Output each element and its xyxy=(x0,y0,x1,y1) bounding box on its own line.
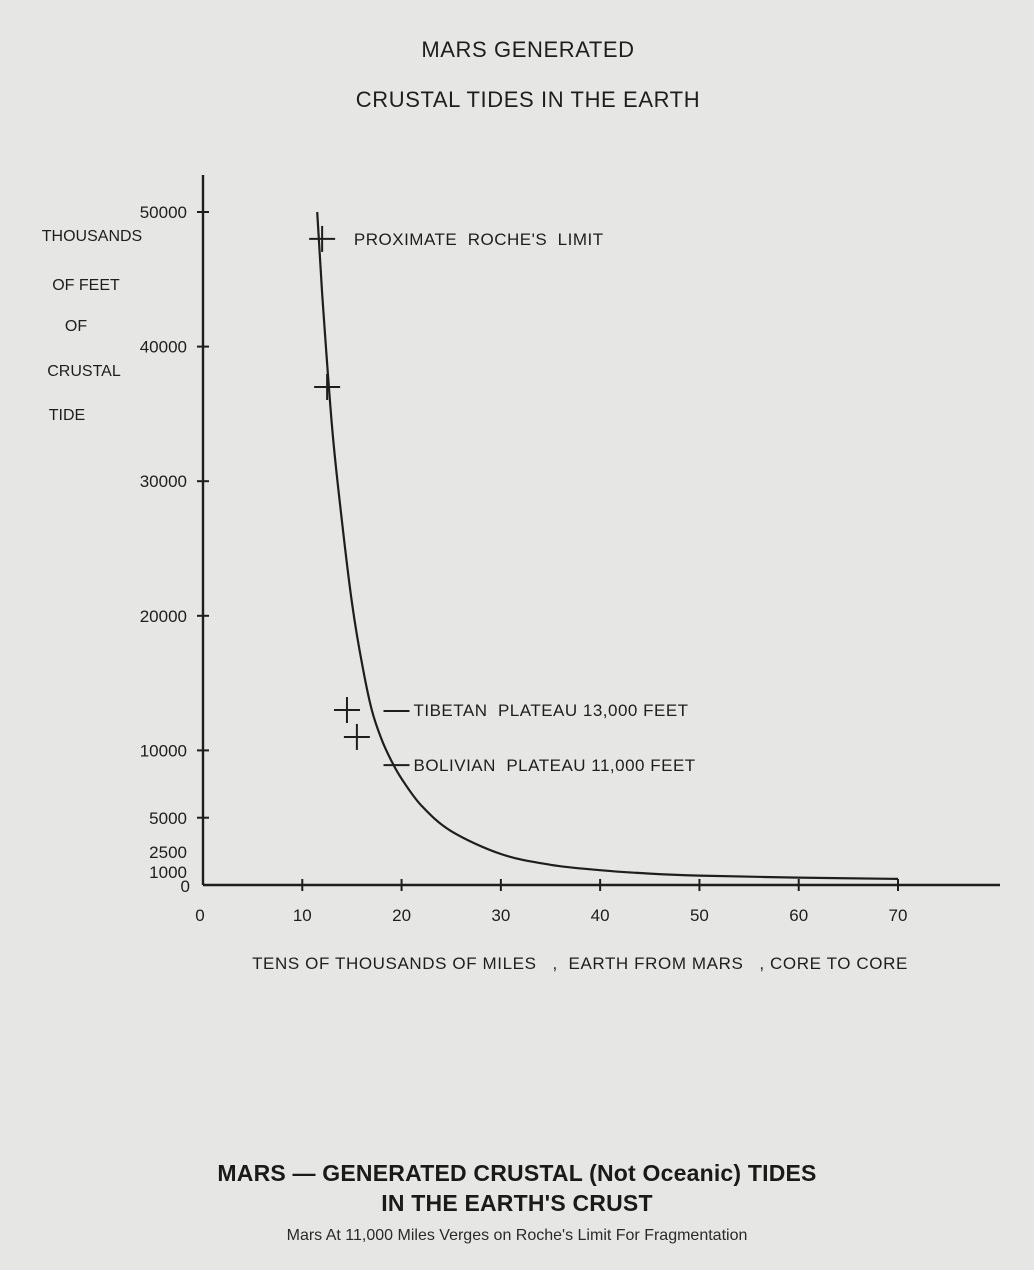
y-tick-label: 2500 xyxy=(149,843,187,862)
caption-title-line-1: MARS — GENERATED CRUSTAL (Not Oceanic) T… xyxy=(217,1160,817,1186)
caption-subtitle: Mars At 11,000 Miles Verges on Roche's L… xyxy=(286,1227,748,1244)
y-tick-label: 20000 xyxy=(140,607,187,626)
y-tick-label: 1000 xyxy=(149,863,187,882)
crustal-tide-chart: MARS GENERATED CRUSTAL TIDES IN THE EARTH… xyxy=(42,37,1000,973)
y-tick-label: 50000 xyxy=(140,203,187,222)
tide-curve xyxy=(316,211,899,880)
x-tick-label: 20 xyxy=(392,906,411,925)
x-tick-label: 70 xyxy=(889,906,908,925)
y-tick-label: 40000 xyxy=(140,338,187,357)
y-axis-label-line: OF FEET xyxy=(52,277,120,294)
annotation-label: TIBETAN PLATEAU 13,000 FEET xyxy=(413,701,688,720)
y-axis-label-line: OF xyxy=(65,318,87,335)
annotation-label: PROXIMATE ROCHE'S LIMIT xyxy=(354,230,604,249)
y-tick-label: 5000 xyxy=(149,809,187,828)
x-tick-label: 0 xyxy=(195,906,204,925)
x-tick-label: 50 xyxy=(690,906,709,925)
y-tick-label: 30000 xyxy=(140,472,187,491)
y-tick-label: 10000 xyxy=(140,741,187,760)
annotation-label: BOLIVIAN PLATEAU 11,000 FEET xyxy=(413,756,695,775)
y-axis-label-line: CRUSTAL xyxy=(47,363,121,380)
x-axis-label: TENS OF THOUSANDS OF MILES , EARTH FROM … xyxy=(252,954,908,973)
y-tick-label: 0 xyxy=(181,877,190,896)
y-axis-label-line: THOUSANDS xyxy=(42,228,142,245)
chart-title-line: CRUSTAL TIDES IN THE EARTH xyxy=(356,87,700,112)
x-tick-label: 60 xyxy=(789,906,808,925)
y-axis-label-line: TIDE xyxy=(49,407,85,424)
x-tick-label: 40 xyxy=(591,906,610,925)
caption-title-line-2: IN THE EARTH'S CRUST xyxy=(381,1190,653,1216)
x-tick-label: 30 xyxy=(491,906,510,925)
chart-title-line: MARS GENERATED xyxy=(421,37,634,62)
x-tick-label: 10 xyxy=(293,906,312,925)
